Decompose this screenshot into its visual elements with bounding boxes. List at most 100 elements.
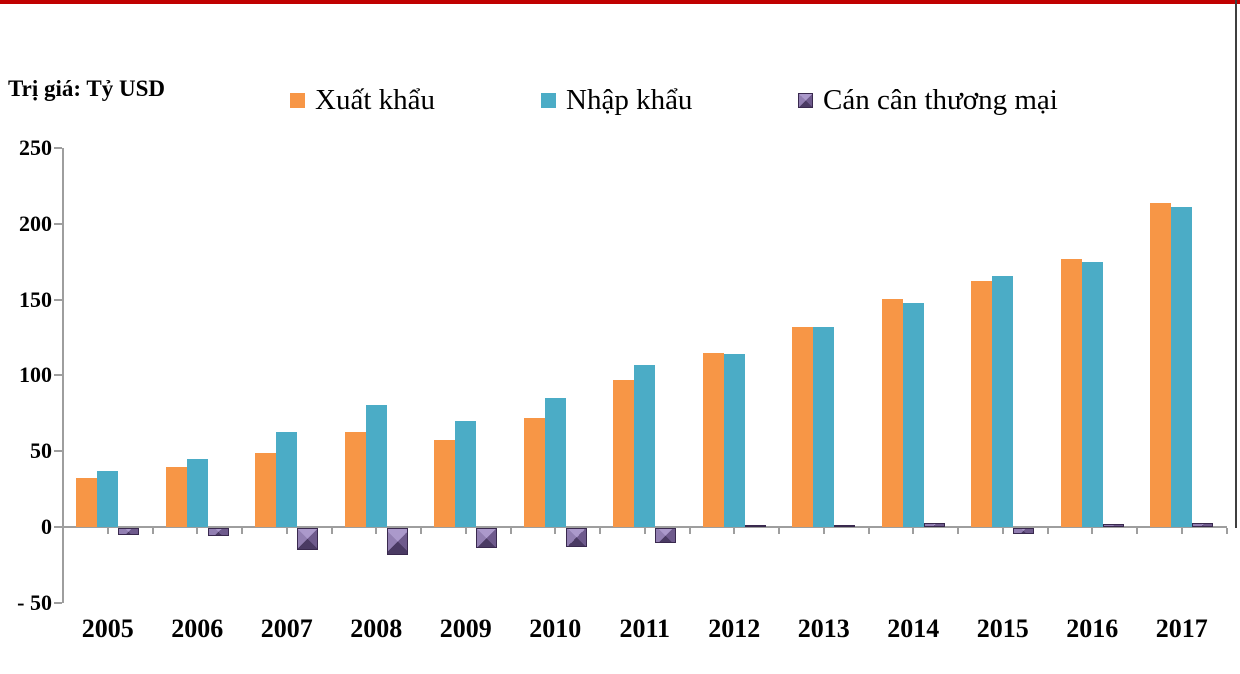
balance-legend-swatch-icon (798, 92, 813, 108)
bar-export-2008 (344, 431, 366, 527)
top-border-line (0, 0, 1240, 4)
y-axis-tick (54, 147, 62, 149)
x-axis-year-label: 2017 (1155, 614, 1208, 643)
bar-export-2014 (881, 299, 903, 527)
legend-item-balance: Cán cân thương mại (798, 84, 1058, 116)
bar-export-2013 (792, 326, 814, 527)
x-axis-year-label: 2016 (1066, 614, 1119, 643)
y-axis-label: 50 (30, 438, 52, 464)
bar-balance-2014 (923, 523, 945, 527)
bar-balance-2012 (744, 525, 766, 527)
x-axis-tick (375, 528, 378, 534)
x-axis-tick (106, 528, 109, 534)
bar-export-2006 (165, 466, 187, 527)
legend-label-export: Xuất khẩu (315, 84, 435, 116)
x-axis-tick (688, 528, 691, 534)
x-axis-tick (867, 528, 870, 534)
bar-import-2016 (1081, 262, 1103, 527)
bar-export-2011 (613, 380, 635, 527)
x-axis-tick (957, 528, 959, 534)
x-axis-tick (285, 528, 288, 534)
legend-label-balance: Cán cân thương mại (823, 84, 1058, 116)
x-axis-year-label: 2005 (81, 614, 134, 643)
y-axis-tick (54, 374, 62, 377)
x-axis-tick (196, 528, 199, 534)
bar-balance-2016 (1102, 524, 1124, 527)
x-axis-year-label: 2010 (529, 614, 582, 643)
x-axis-tick (509, 528, 512, 534)
bar-export-2016 (1060, 259, 1082, 527)
bar-import-2012 (723, 354, 745, 527)
bar-balance-2008 (386, 528, 408, 556)
y-axis-tick (54, 298, 62, 301)
x-axis-year-label: 2006 (171, 614, 224, 643)
x-axis-tick (778, 528, 780, 534)
x-axis-year-label: 2014 (887, 614, 940, 643)
bar-balance-2006 (207, 528, 229, 536)
x-axis-tick (1046, 528, 1049, 534)
right-border-line (1235, 0, 1237, 528)
x-axis-tick (554, 528, 557, 534)
x-axis-tick (912, 528, 915, 534)
x-axis-tick (1180, 528, 1183, 534)
bar-balance-2010 (565, 528, 587, 548)
bar-import-2017 (1171, 206, 1193, 527)
bar-balance-2011 (655, 528, 677, 543)
export-legend-swatch-icon (290, 92, 305, 108)
x-axis-tick (62, 528, 64, 534)
x-axis-tick (420, 528, 422, 534)
x-axis-year-label: 2009 (439, 614, 492, 643)
bar-import-2006 (186, 458, 208, 527)
x-axis-year-label: 2012 (708, 614, 761, 643)
x-axis-tick (464, 528, 467, 534)
bar-import-2013 (813, 326, 835, 527)
y-axis-tick (54, 222, 62, 225)
bar-export-2005 (76, 477, 98, 527)
x-axis-tick (1136, 528, 1138, 534)
bar-export-2009 (434, 440, 456, 527)
import-legend-swatch-icon (541, 92, 556, 108)
y-axis-label: 150 (19, 286, 52, 312)
bar-balance-2007 (297, 528, 319, 550)
bar-balance-2009 (476, 528, 498, 548)
bar-balance-2013 (834, 525, 856, 527)
x-axis-tick (1091, 528, 1094, 534)
bar-import-2009 (455, 421, 477, 527)
legend-item-export: Xuất khẩu (290, 84, 435, 116)
bar-balance-2015 (1013, 528, 1035, 534)
x-axis-year-label: 2011 (619, 614, 671, 643)
bar-import-2007 (276, 431, 298, 527)
x-axis-tick (241, 528, 243, 534)
x-axis-year-label: 2008 (350, 614, 403, 643)
y-axis-label: - 50 (17, 589, 52, 615)
bar-export-2010 (523, 417, 545, 527)
bar-export-2017 (1150, 202, 1172, 527)
x-axis-tick (330, 528, 333, 534)
bar-import-2014 (902, 302, 924, 527)
bar-export-2007 (255, 453, 277, 527)
x-axis-tick (1225, 528, 1228, 534)
x-axis-year-label: 2013 (797, 614, 850, 643)
y-axis-line (62, 148, 64, 603)
bar-import-2010 (544, 398, 566, 527)
bar-balance-2005 (118, 528, 140, 535)
axis-unit-title: Trị giá: Tỷ USD (8, 76, 165, 101)
y-axis-label: 0 (41, 514, 52, 539)
bar-import-2011 (634, 365, 656, 527)
x-axis-tick (822, 528, 825, 534)
x-axis-year-label: 2007 (260, 614, 313, 643)
bar-balance-2017 (1192, 522, 1214, 527)
bar-export-2015 (971, 281, 993, 527)
y-axis-tick (54, 526, 62, 528)
y-axis-label: 200 (19, 210, 52, 236)
bar-import-2005 (97, 471, 119, 527)
x-axis-year-label: 2015 (976, 614, 1029, 643)
y-axis-label: 100 (19, 362, 52, 388)
y-axis-tick (54, 601, 62, 604)
y-axis-tick (54, 450, 62, 453)
x-axis-tick (643, 528, 646, 534)
x-axis-tick (1001, 528, 1004, 534)
y-axis-label: 250 (19, 135, 52, 160)
bar-import-2015 (992, 275, 1014, 527)
